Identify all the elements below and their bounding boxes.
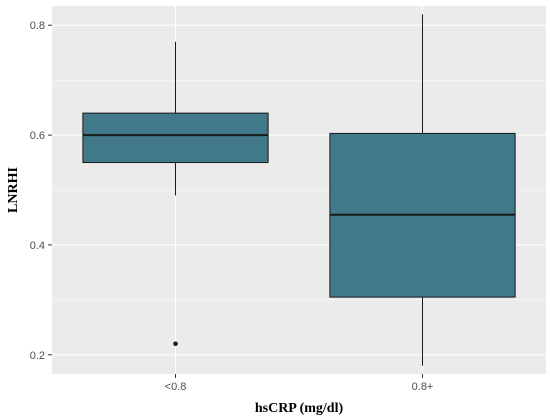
y-tick-label: 0.4: [30, 240, 45, 252]
y-tick-label: 0.2: [30, 350, 45, 362]
y-tick-label: 0.8: [30, 20, 45, 32]
x-tick-label: 0.8+: [412, 381, 434, 393]
x-tick-label: <0.8: [165, 381, 187, 393]
y-axis-title: LNRHI: [6, 167, 21, 213]
y-axis: 0.2 0.4 0.6 0.8: [30, 20, 52, 362]
box-1: [82, 41, 269, 347]
y-tick-label: 0.6: [30, 130, 45, 142]
iqr-box: [82, 112, 269, 164]
x-axis-title: hsCRP (mg/dl): [255, 401, 344, 416]
box-2: [329, 14, 516, 366]
outlier-point: [173, 341, 178, 347]
x-axis: <0.8 0.8+: [165, 374, 434, 393]
boxes-layer: [82, 14, 516, 366]
